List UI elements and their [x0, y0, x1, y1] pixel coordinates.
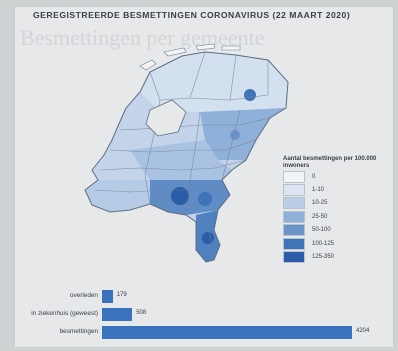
legend-label: 100-125 [312, 240, 335, 247]
stat-row: in ziekenhuis (geweest) 508 [0, 308, 398, 321]
legend-swatch [283, 251, 305, 264]
legend-item: 100-125 [283, 237, 388, 250]
hotspot-limburg [202, 232, 214, 244]
legend-item: 0 [283, 170, 388, 183]
stat-label: besmettingen [59, 328, 98, 335]
region-zeeland [85, 180, 150, 212]
legend-label: 10-25 [312, 200, 328, 207]
legend-label: 1-10 [312, 187, 325, 194]
stat-label: in ziekenhuis (geweest) [31, 310, 98, 317]
region-zuid [150, 180, 230, 215]
legend-item: 25-50 [283, 210, 388, 223]
legend-swatch [283, 197, 305, 210]
stat-bar [102, 308, 133, 321]
country-outline [84, 51, 289, 263]
legend: Aantal besmettingen per 100.000 inwoners… [283, 156, 388, 264]
stat-row: overleden 179 [0, 290, 398, 303]
hotspot-brabant [171, 187, 189, 205]
ijsselmeer-water [145, 99, 187, 137]
legend-label: 0 [312, 173, 316, 180]
legend-label: 50-100 [312, 227, 331, 234]
stat-row: besmettingen 4204 [0, 326, 398, 339]
legend-swatch [283, 210, 305, 223]
map-title: GEREGISTREERDE BESMETTINGEN CORONAVIRUS … [33, 10, 351, 20]
stat-bar [102, 290, 113, 303]
region-noord [140, 52, 288, 112]
map-fill [85, 52, 288, 262]
legend-swatch [283, 184, 305, 197]
legend-label: 25-50 [312, 213, 328, 220]
legend-title: Aantal besmettingen per 100.000 inwoners [283, 156, 377, 169]
stat-value: 4204 [356, 328, 370, 334]
stat-value: 179 [116, 292, 127, 298]
legend-item: 50-100 [283, 224, 388, 237]
hotspot-oost-brabant [198, 192, 212, 206]
hotspot-overijssel [230, 130, 240, 140]
stat-value: 508 [136, 310, 147, 316]
municipality-borders [94, 51, 271, 261]
region-oost [200, 108, 286, 160]
legend-item: 1-10 [283, 183, 388, 197]
legend-swatch [283, 170, 305, 183]
legend-item: 10-25 [283, 197, 388, 210]
legend-item: 125-350 [283, 250, 388, 264]
hotspot-drenthe [244, 89, 256, 101]
legend-swatch [283, 237, 305, 250]
stat-bar [102, 326, 352, 339]
legend-items: 0 1-10 10-25 25-50 50-100 100-125 125-35… [283, 170, 388, 264]
legend-swatch [283, 224, 305, 237]
legend-label: 125-350 [312, 254, 335, 261]
stats-bar-chart: overleden 179 in ziekenhuis (geweest) 50… [0, 286, 398, 346]
wadden-islands [139, 43, 241, 71]
stat-label: overleden [69, 292, 98, 299]
